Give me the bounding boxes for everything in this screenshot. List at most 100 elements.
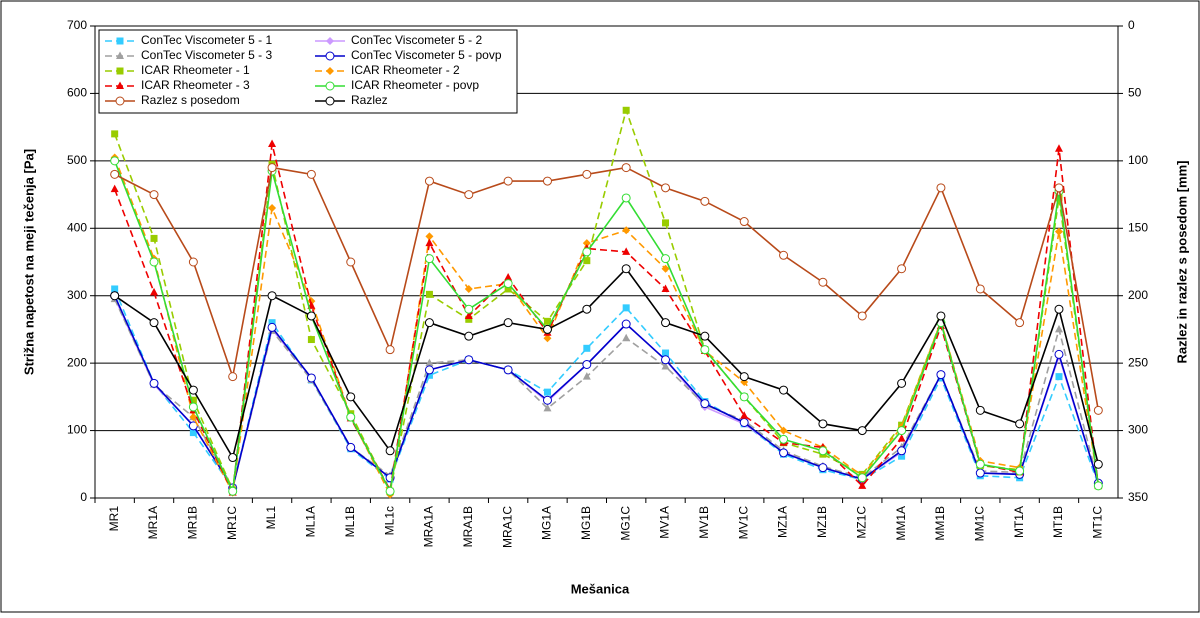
marker: [739, 417, 749, 427]
marker: [189, 413, 198, 422]
x-tick-label: ML1A: [304, 506, 318, 537]
marker: [149, 318, 159, 328]
marker: [464, 355, 474, 365]
marker: [542, 395, 552, 405]
x-axis-label: Mešanica: [571, 581, 630, 596]
marker: [779, 250, 789, 260]
legend-label: ConTec Viscometer 5 - povp: [351, 48, 502, 62]
marker: [268, 319, 276, 327]
marker: [424, 254, 434, 264]
marker: [543, 317, 551, 325]
marker: [464, 190, 474, 200]
marker: [503, 318, 513, 328]
y2-tick-label: 250: [1128, 355, 1148, 369]
marker: [464, 304, 474, 314]
marker: [346, 392, 356, 402]
x-tick-label: MT1A: [1012, 506, 1026, 538]
marker: [858, 481, 867, 489]
marker: [975, 405, 985, 415]
x-tick-label: MR1A: [146, 506, 160, 539]
marker: [857, 311, 867, 321]
x-tick-label: MV1A: [658, 506, 672, 539]
marker: [622, 106, 630, 114]
marker: [110, 156, 120, 166]
marker: [188, 402, 198, 412]
marker: [975, 468, 985, 478]
marker: [1015, 466, 1025, 476]
marker: [1055, 373, 1063, 381]
marker: [1093, 405, 1103, 415]
legend-label: ICAR Rheometer - 1: [141, 63, 250, 77]
marker: [424, 318, 434, 328]
marker: [228, 486, 238, 496]
marker: [661, 264, 670, 273]
marker: [621, 193, 631, 203]
marker: [583, 257, 591, 265]
marker: [111, 130, 119, 138]
y2-axis-label: Razlez in razlez s posedom [mm]: [1174, 161, 1189, 364]
legend-label: ConTec Viscometer 5 - 3: [141, 48, 272, 62]
marker: [897, 378, 907, 388]
marker: [503, 365, 513, 375]
marker: [582, 169, 592, 179]
x-tick-label: MR1: [107, 506, 121, 532]
marker: [188, 257, 198, 267]
marker: [268, 139, 277, 147]
marker: [424, 176, 434, 186]
marker: [346, 257, 356, 267]
x-tick-label: MRA1B: [461, 506, 475, 547]
marker: [582, 247, 592, 257]
marker: [582, 359, 592, 369]
marker: [1015, 318, 1025, 328]
marker: [149, 378, 159, 388]
marker: [228, 453, 238, 463]
marker: [542, 176, 552, 186]
marker: [116, 67, 124, 75]
marker: [149, 257, 159, 267]
marker: [779, 434, 789, 444]
series-line: [114, 166, 1100, 411]
y2-tick-label: 150: [1128, 220, 1148, 234]
marker: [739, 392, 749, 402]
x-tick-label: MRA1C: [500, 506, 514, 548]
marker: [661, 284, 670, 292]
marker: [425, 371, 433, 379]
marker: [898, 452, 906, 460]
marker: [464, 331, 474, 341]
marker: [621, 163, 631, 173]
marker: [1054, 304, 1064, 314]
marker: [975, 459, 985, 469]
marker: [149, 190, 159, 200]
marker: [110, 291, 120, 301]
marker: [779, 426, 788, 435]
marker: [307, 336, 315, 344]
x-tick-label: MT1C: [1090, 506, 1104, 539]
x-tick-label: MR1B: [186, 506, 200, 539]
legend-label: ConTec Viscometer 5 - 1: [141, 33, 272, 47]
y2-tick-label: 350: [1128, 490, 1148, 504]
y-tick-label: 0: [80, 490, 87, 504]
marker: [1055, 194, 1063, 202]
legend-label: Razlez: [351, 93, 388, 107]
marker: [111, 285, 119, 293]
marker: [583, 344, 591, 352]
y2-tick-label: 0: [1128, 18, 1135, 32]
marker: [464, 311, 473, 319]
marker: [582, 304, 592, 314]
marker: [385, 446, 395, 456]
legend-label: ICAR Rheometer - 2: [351, 63, 460, 77]
marker: [543, 403, 552, 412]
y-tick-label: 500: [67, 153, 87, 167]
marker: [464, 284, 473, 293]
marker: [325, 81, 335, 91]
marker: [1015, 419, 1025, 429]
marker: [700, 331, 710, 341]
marker: [621, 264, 631, 274]
marker: [504, 285, 512, 293]
marker: [115, 96, 125, 106]
marker: [228, 372, 238, 382]
marker: [189, 429, 197, 437]
marker: [110, 169, 120, 179]
marker: [116, 37, 124, 45]
